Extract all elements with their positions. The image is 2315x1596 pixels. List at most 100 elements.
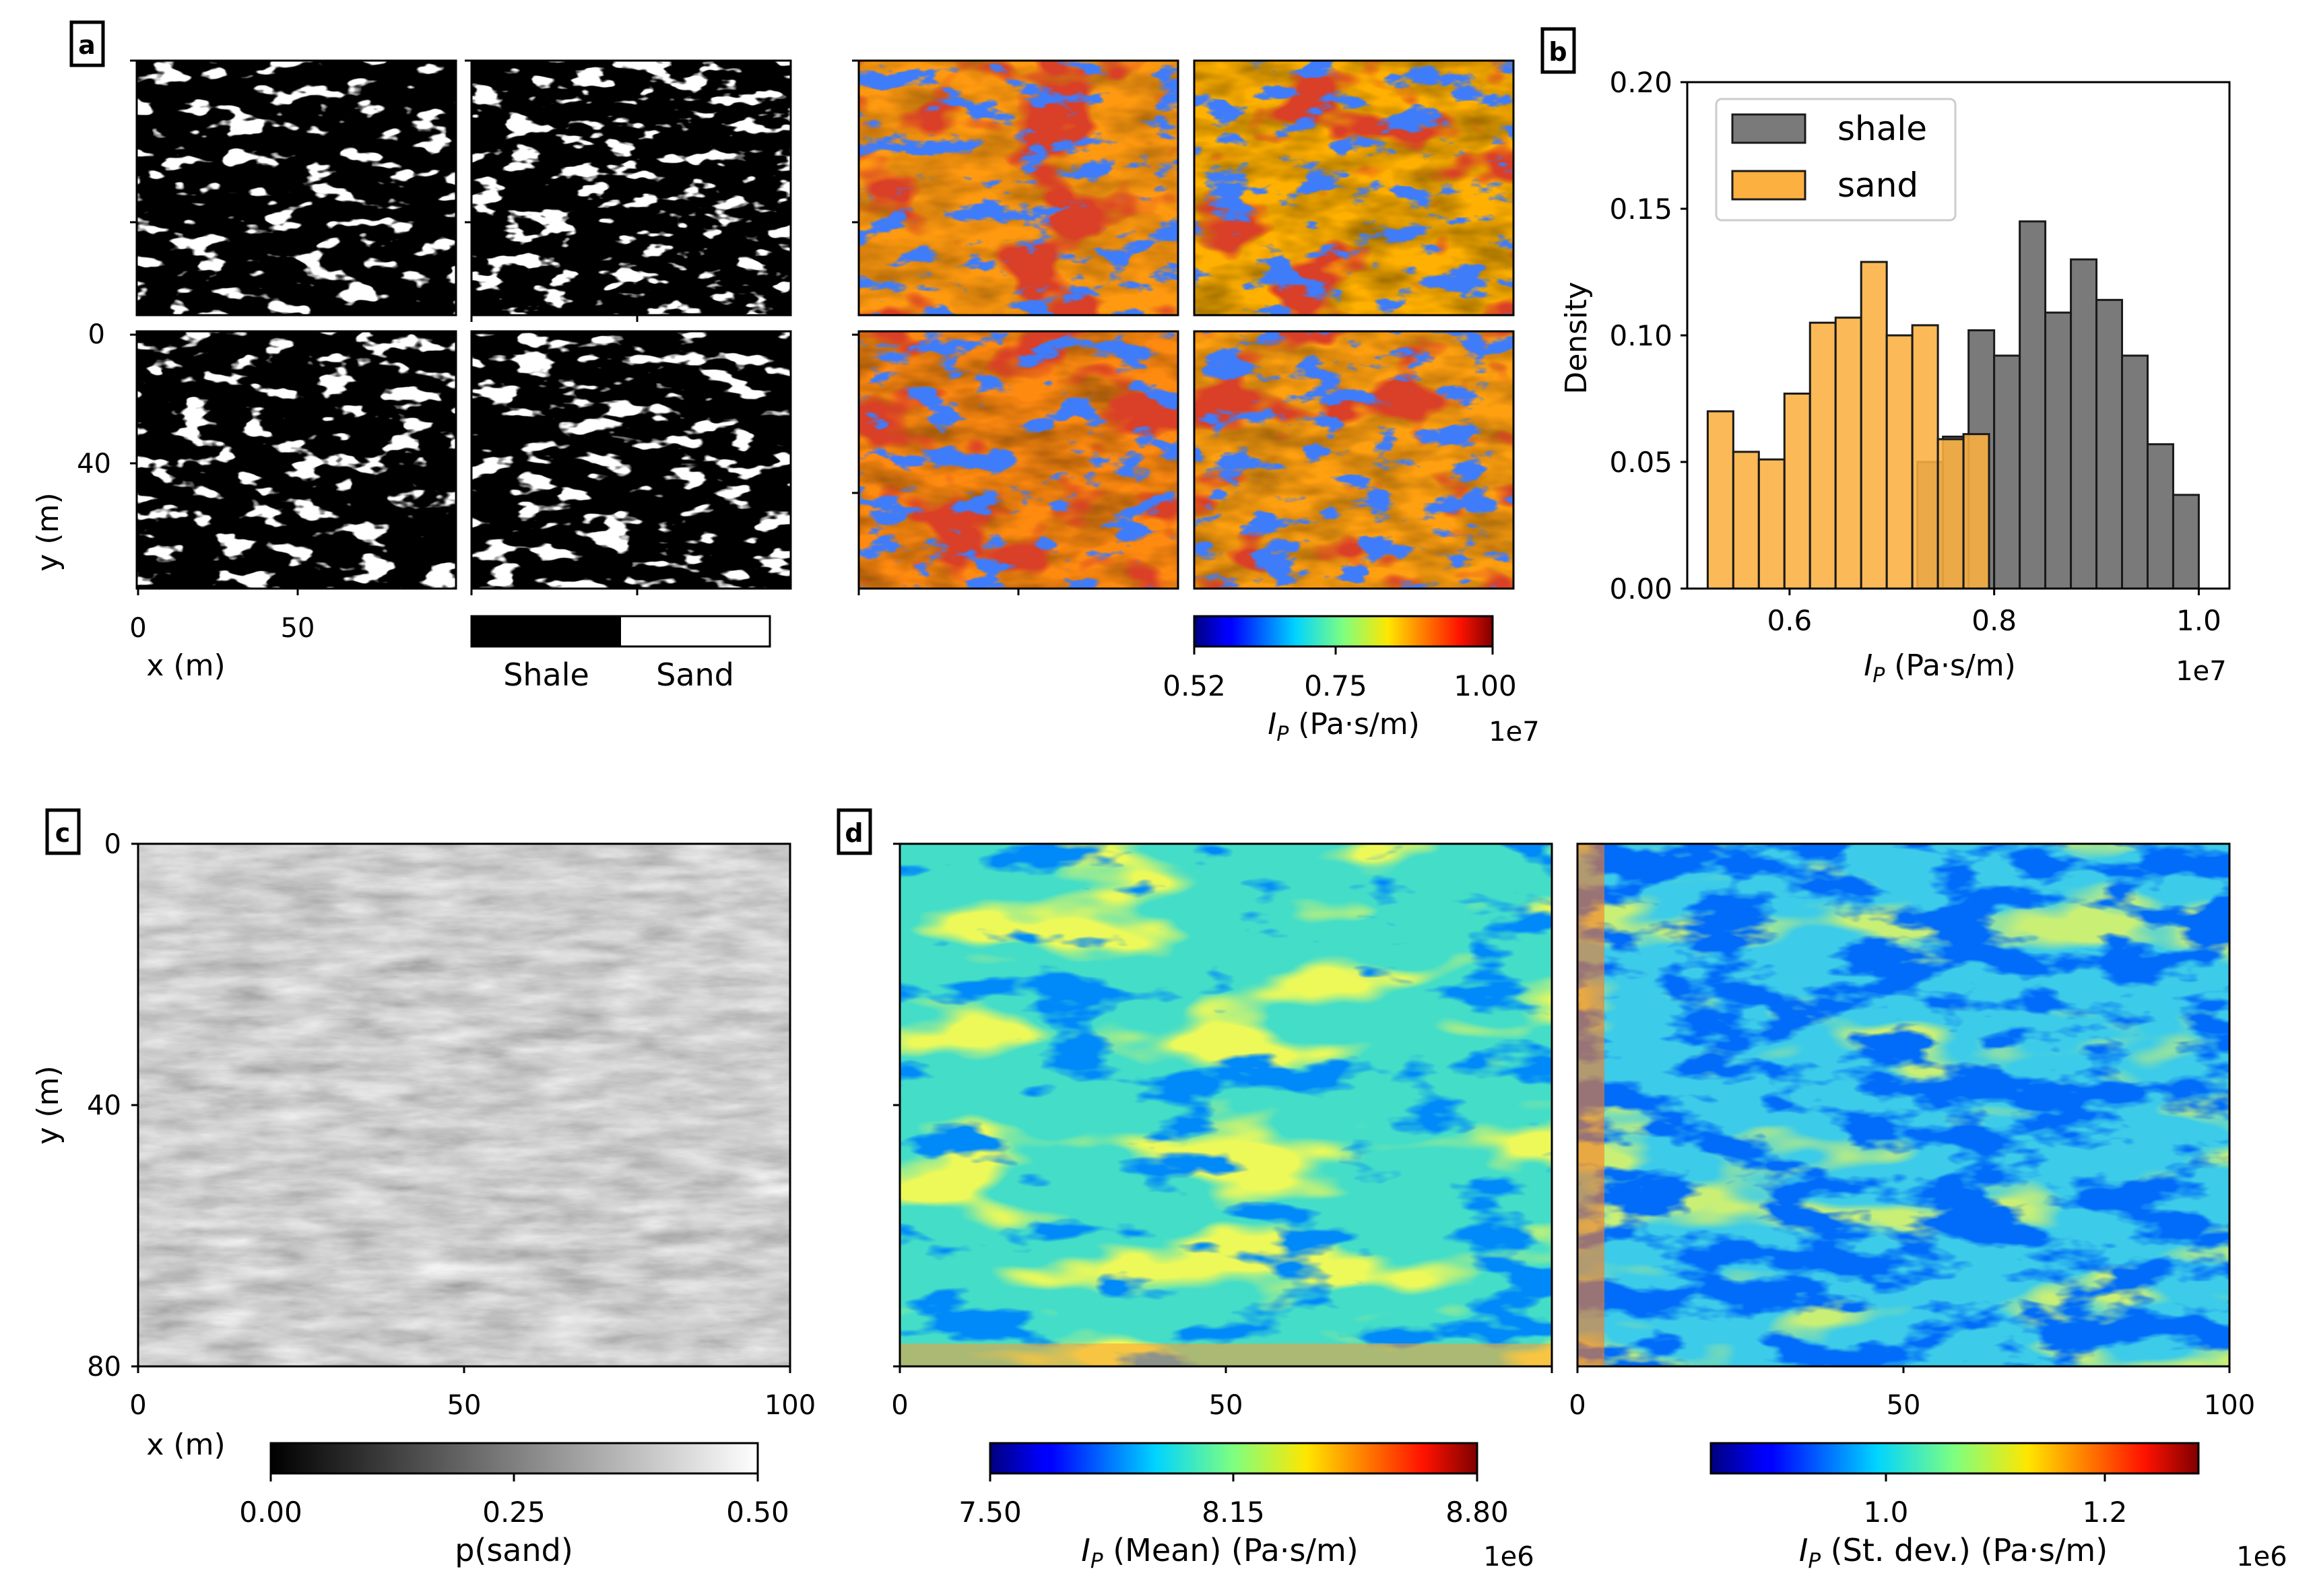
panel-d-label-box	[837, 808, 872, 855]
histogram-offset: 1e7	[2176, 656, 2227, 687]
ip-std-map	[1576, 842, 2231, 1368]
ip-colorbar-tick-0: 0.52	[1163, 669, 1226, 702]
ip-colorbar-label: IP (Pa·s/m)	[1268, 707, 1420, 746]
panel-a-ytick-40: 40	[77, 448, 111, 479]
histogram-legend: shale sand	[1715, 98, 1957, 222]
histogram-ytick-2: 0.10	[1609, 319, 1672, 352]
ip-map-2	[1193, 59, 1515, 317]
panel-c-xtick-100: 100	[764, 1390, 816, 1421]
psand-colorbar-label: p(sand)	[455, 1532, 573, 1568]
histogram-ylabel: Density	[1559, 281, 1594, 394]
std-colorbar-tick-0: 1.0	[1864, 1496, 1909, 1529]
legend-sand-swatch	[1731, 170, 1806, 201]
histogram-xtick-1: 0.8	[1971, 604, 2017, 637]
panel-c-xlabel: x (m)	[146, 1428, 225, 1462]
sand-bar-8	[1911, 324, 1939, 590]
histogram-ytick-1: 0.05	[1609, 446, 1672, 479]
mean-colorbar-tick-1: 8.15	[1202, 1496, 1265, 1529]
ip-map-3	[857, 330, 1179, 590]
panel-a-ylabel: y (m)	[31, 492, 65, 571]
panel-d-ticks	[893, 842, 2231, 1373]
shale-bar-7	[2095, 298, 2124, 590]
ip-colorbar-offset: 1e7	[1489, 717, 1540, 747]
std-colorbar-tick-1: 1.2	[2083, 1496, 2128, 1529]
panel-c: c 0 40 80 0 50 100 x (m) y (m) 0.00 0.25…	[31, 808, 816, 1568]
panel-c-ytick-0: 0	[104, 829, 121, 860]
mean-colorbar-offset: 1e6	[1483, 1541, 1534, 1572]
panel-b: b 0.000.050.100.150.200.6 0.8 1.0 Density …	[1540, 27, 2231, 688]
sand-bar-5	[1834, 317, 1862, 590]
std-xtick-50: 50	[1887, 1390, 1921, 1421]
mean-xtick-50: 50	[1209, 1390, 1243, 1421]
shale-bar-4	[2019, 220, 2047, 590]
ip-mean-map	[899, 842, 1553, 1368]
ip-std-colorbar	[1709, 1442, 2200, 1482]
histogram-ytick-4: 0.20	[1609, 66, 1672, 99]
histogram-bars	[1706, 220, 2200, 590]
facies-map-2	[470, 59, 792, 317]
histogram-ytick-3: 0.15	[1609, 193, 1672, 226]
psand-colorbar-tick-1: 0.25	[482, 1496, 546, 1529]
sand-bar-2	[1757, 458, 1786, 590]
ip-map-1	[857, 59, 1179, 317]
panel-c-xtick-50: 50	[447, 1390, 482, 1421]
histogram-xtick-2: 1.0	[2176, 604, 2221, 637]
panel-a-label: a	[78, 30, 96, 60]
histogram-xtick-0: 0.6	[1767, 604, 1812, 637]
facies-colorbar-shale-label: Shale	[503, 657, 589, 693]
facies-colorbar	[470, 615, 771, 648]
sand-bar-7	[1885, 334, 1914, 590]
psand-colorbar-tick-2: 0.50	[726, 1496, 789, 1529]
shale-bar-8	[2121, 354, 2149, 590]
psand-colorbar	[269, 1442, 759, 1482]
std-xtick-100: 100	[2204, 1390, 2255, 1421]
panel-d: d 0 50 0 50 100	[837, 808, 2287, 1573]
mean-colorbar-tick-0: 7.50	[958, 1496, 1022, 1529]
facies-map-4	[470, 330, 792, 590]
mean-colorbar-label: IP (Mean) (Pa·s/m)	[1081, 1532, 1358, 1573]
sand-bar-9	[1936, 438, 1965, 590]
facies-colorbar-sand-label: Sand	[656, 657, 734, 693]
legend-shale-swatch	[1731, 113, 1806, 144]
facies-map-1	[135, 59, 457, 317]
std-colorbar-offset: 1e6	[2236, 1541, 2287, 1572]
panel-a-ytick-0: 0	[88, 319, 105, 350]
std-colorbar-label: IP (St. dev.) (Pa·s/m)	[1799, 1532, 2108, 1573]
shale-bar-5	[2044, 311, 2073, 590]
panel-c-label-box	[45, 808, 81, 855]
panel-c-xtick-0: 0	[129, 1390, 146, 1421]
ip-colorbar-tick-1: 0.75	[1304, 669, 1367, 702]
shale-bar-3	[1993, 354, 2021, 590]
ip-colorbar	[1193, 615, 1494, 655]
panel-a-xtick-50: 50	[281, 613, 315, 644]
sand-bar-4	[1808, 321, 1837, 590]
ip-map-4	[1193, 330, 1515, 590]
ip-mean-colorbar	[989, 1442, 1478, 1482]
histogram-xlabel: IP (Pa·s/m)	[1864, 649, 2016, 688]
panel-a-label-box	[69, 20, 105, 67]
shale-bar-6	[2070, 258, 2098, 590]
panel-c-label: c	[55, 818, 71, 848]
std-xtick-0: 0	[1569, 1390, 1586, 1421]
mean-xtick-0: 0	[891, 1390, 908, 1421]
histogram-ytick-0: 0.00	[1609, 572, 1672, 605]
psand-map	[137, 842, 791, 1368]
panel-a: a	[31, 20, 1540, 747]
panel-a-xlabel: x (m)	[146, 649, 225, 683]
panel-a-ticks	[130, 59, 1020, 595]
histogram-axes: 0.00 0.05 0.10 0.15 0.20 0.6 0.8 1.0	[1609, 66, 2221, 637]
sand-bar-3	[1783, 392, 1811, 590]
psand-colorbar-tick-0: 0.00	[239, 1496, 302, 1529]
panel-c-ytick-80: 80	[87, 1352, 121, 1383]
legend-shale-label: shale	[1837, 109, 1927, 148]
panel-b-label-box	[1540, 27, 1576, 74]
panel-d-label: d	[845, 818, 863, 848]
sand-bar-6	[1860, 261, 1888, 590]
shale-bar-9	[2146, 443, 2174, 590]
panel-c-ylabel: y (m)	[31, 1065, 65, 1144]
mean-colorbar-tick-2: 8.80	[1445, 1496, 1509, 1529]
panel-b-label: b	[1548, 37, 1567, 67]
facies-map-3	[135, 330, 457, 590]
legend-sand-label: sand	[1837, 166, 1918, 205]
